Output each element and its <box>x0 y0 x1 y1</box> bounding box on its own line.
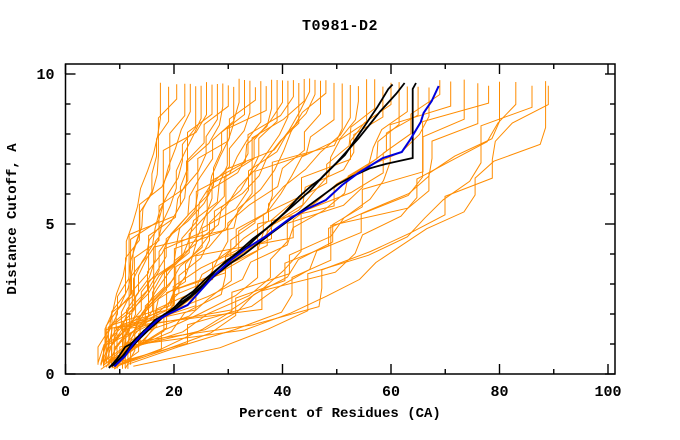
y-tick-label: 5 <box>45 217 54 234</box>
orange-model-line <box>116 80 289 364</box>
axis-tick-labels: 0 20 40 60 80 100 0 5 10 <box>36 67 621 401</box>
axis-ticks <box>64 64 615 375</box>
orange-model-line <box>108 80 294 364</box>
orange-model-line <box>97 85 229 364</box>
orange-model-line <box>114 81 452 368</box>
orange-model-line <box>119 85 490 363</box>
orange-model-line <box>100 82 161 365</box>
x-tick-label: 20 <box>165 384 183 401</box>
black-model-line <box>108 83 394 369</box>
x-tick-label: 0 <box>61 384 70 401</box>
orange-model-line <box>100 87 256 366</box>
x-tick-label: 100 <box>594 384 621 401</box>
x-tick-label: 40 <box>273 384 291 401</box>
orange-model-curves <box>97 78 549 370</box>
orange-model-line <box>113 82 517 366</box>
orange-model-line <box>105 83 343 364</box>
orange-model-line <box>127 79 376 369</box>
y-tick-label: 0 <box>45 367 54 384</box>
blue-model-curve <box>113 85 440 368</box>
orange-model-line <box>105 86 267 368</box>
plot-border <box>64 63 616 375</box>
orange-model-line <box>108 80 327 364</box>
orange-model-line <box>124 85 549 362</box>
orange-model-line <box>133 85 533 367</box>
orange-model-line <box>97 83 186 365</box>
orange-model-line <box>119 81 547 364</box>
orange-model-line <box>108 87 430 368</box>
x-tick-label: 60 <box>382 384 400 401</box>
orange-model-line <box>100 83 300 370</box>
orange-model-line <box>111 80 245 364</box>
orange-model-line <box>105 84 218 362</box>
chart-title: T0981-D2 <box>302 18 378 35</box>
orange-model-line <box>103 86 197 364</box>
axes: 0 20 40 60 80 100 0 5 10 <box>36 63 622 401</box>
blue-model-line <box>113 85 440 368</box>
y-axis-label: Distance Cutoff, A <box>5 143 21 295</box>
orange-model-line <box>111 78 311 365</box>
y-tick-label: 10 <box>36 67 54 84</box>
orange-model-line <box>116 82 335 361</box>
orange-model-line <box>111 83 479 369</box>
orange-model-line <box>103 79 316 363</box>
x-axis-label: Percent of Residues (CA) <box>239 406 441 422</box>
x-tick-label: 80 <box>490 384 508 401</box>
orange-model-line <box>127 81 500 365</box>
orange-model-line <box>103 80 283 366</box>
